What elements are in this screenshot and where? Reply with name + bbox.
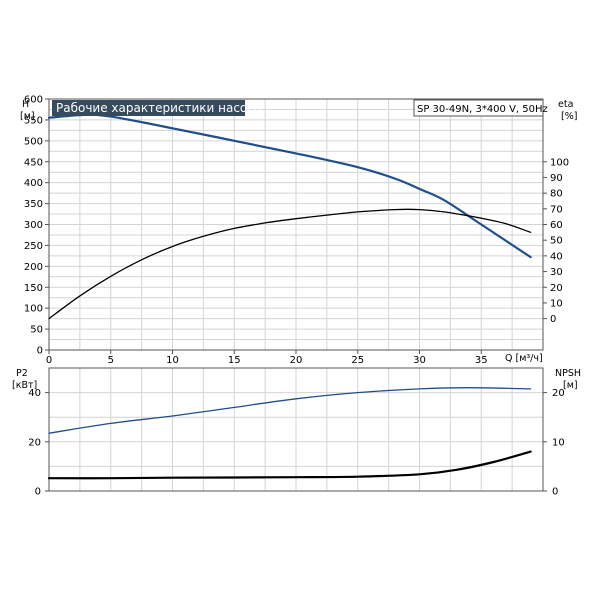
x-tick-label: 0 xyxy=(46,355,52,366)
y-left-tick-label: 150 xyxy=(24,283,43,294)
y-left-tick-label: 0 xyxy=(37,346,43,357)
power-npsh-panel: 0 20 40 0 10 20 P2 [кВт] NPSH [м] xyxy=(12,367,581,498)
x-tick-label: 35 xyxy=(475,355,488,366)
y-left-tick-label: 500 xyxy=(24,136,43,147)
y-right-tick-label: 40 xyxy=(550,251,563,262)
y-left-tick-label: 100 xyxy=(24,304,43,315)
y-left-tick-label: 40 xyxy=(28,388,41,399)
y-right-tick-label: 80 xyxy=(550,189,563,200)
y-right-tick-label: 0 xyxy=(552,487,558,498)
y-right-tick-label: 20 xyxy=(550,283,563,294)
title-box xyxy=(52,100,245,116)
y-left-tick-label: 400 xyxy=(24,178,43,189)
y-right-tick-label: 90 xyxy=(550,173,563,184)
y-left-tick-label: 600 xyxy=(24,95,43,106)
x-tick-label: 10 xyxy=(166,355,179,366)
chart-title: Рабочие характеристики насоса xyxy=(56,101,261,115)
lower-ticks: 0 20 40 0 10 20 xyxy=(28,388,564,497)
y-left-tick-label: 0 xyxy=(35,487,41,498)
npsh-curve xyxy=(47,450,532,480)
y-right-tick-label: 70 xyxy=(550,204,563,215)
y-right-tick-label: 60 xyxy=(550,220,563,231)
upper-series xyxy=(47,113,532,320)
pump-model-label: SP 30-49N, 3*400 V, 50Hz xyxy=(417,104,548,115)
y-right-tick-label: 30 xyxy=(550,267,563,278)
p2-power-curve xyxy=(48,387,532,434)
y-left-tick-label: 450 xyxy=(24,157,43,168)
y-left-tick-label: 250 xyxy=(24,241,43,252)
y-axis-left-unit: [м] xyxy=(20,111,35,122)
y-right-tick-label: 10 xyxy=(550,298,563,309)
lower-series xyxy=(47,387,532,480)
info-box xyxy=(413,99,544,117)
y-right-tick-label: 50 xyxy=(550,236,563,247)
p2-axis-label: P2 xyxy=(16,368,28,379)
npsh-axis-unit: [м] xyxy=(563,380,578,391)
y-right-tick-label: 20 xyxy=(552,388,565,399)
y-left-tick-label: 550 xyxy=(24,115,43,126)
y-left-tick-label: 50 xyxy=(30,325,43,336)
y-left-tick-label: 200 xyxy=(24,262,43,273)
p2-axis-unit: [кВт] xyxy=(12,380,37,391)
y-right-tick-label: 100 xyxy=(550,157,569,168)
upper-ticks: 0501001502002503003504004505005506000102… xyxy=(24,95,569,367)
x-tick-label: 15 xyxy=(228,355,241,366)
y-left-tick-label: 350 xyxy=(24,199,43,210)
y-left-tick-label: 300 xyxy=(24,220,43,231)
npsh-axis-label: NPSH xyxy=(555,368,581,379)
y-left-tick-label: 20 xyxy=(28,437,41,448)
y-right-tick-label: 10 xyxy=(552,437,565,448)
x-axis-label: Q [м³/ч] xyxy=(505,353,543,364)
y-axis-right-unit: [%] xyxy=(561,111,577,122)
y-axis-right-label: eta xyxy=(558,99,573,110)
x-tick-label: 25 xyxy=(351,355,364,366)
x-tick-label: 30 xyxy=(413,355,426,366)
lower-plot-frame xyxy=(48,367,544,492)
efficiency-curve xyxy=(48,208,532,320)
x-tick-label: 20 xyxy=(290,355,303,366)
y-axis-left-label: H xyxy=(22,99,29,110)
head-efficiency-panel: 0501001502002503003504004505005506000102… xyxy=(20,95,577,367)
y-right-tick-label: 0 xyxy=(550,314,556,325)
head-curve xyxy=(47,113,532,259)
x-tick-label: 5 xyxy=(108,355,114,366)
